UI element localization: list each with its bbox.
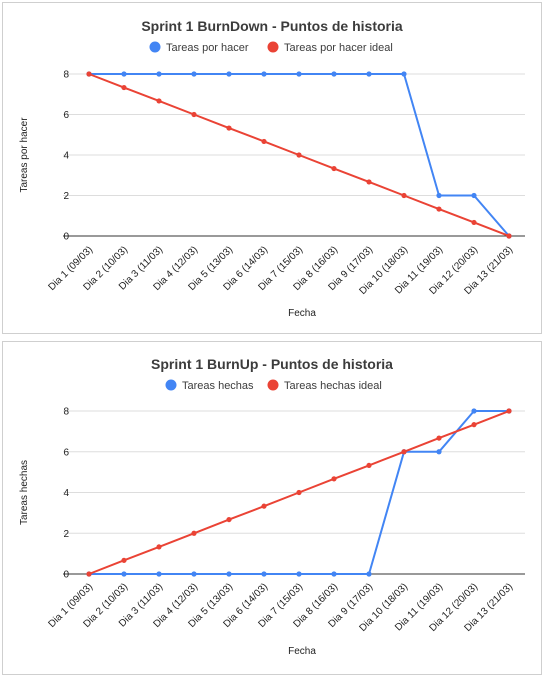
data-point-tareas-hechas-ideal — [506, 408, 512, 414]
data-point-tareas-por-hacer-ideal — [86, 71, 92, 77]
y-tick-label: 4 — [63, 488, 69, 499]
y-tick-label: 2 — [63, 529, 69, 540]
legend-marker — [267, 41, 279, 53]
y-tick-label: 6 — [63, 447, 69, 458]
data-point-tareas-hechas-ideal — [366, 462, 372, 469]
data-point-tareas-por-hacer — [331, 71, 337, 77]
y-tick-label: 8 — [63, 70, 69, 81]
legend-label: Tareas por hacer ideal — [284, 42, 393, 54]
legend-marker — [149, 41, 161, 53]
legend-label: Tareas hechas ideal — [284, 380, 382, 392]
data-point-tareas-por-hacer — [296, 71, 302, 77]
data-point-tareas-por-hacer — [471, 192, 477, 199]
data-point-tareas-por-hacer — [156, 71, 162, 77]
legend-marker — [267, 379, 279, 391]
y-axis-title: Tareas por hacer — [19, 117, 30, 193]
data-point-tareas-hechas — [366, 571, 372, 577]
data-point-tareas-por-hacer-ideal — [401, 192, 407, 199]
data-point-tareas-hechas — [261, 571, 267, 577]
y-tick-label: 8 — [63, 407, 69, 418]
data-point-tareas-hechas — [121, 571, 127, 577]
data-point-tareas-por-hacer-ideal — [156, 98, 162, 104]
data-point-tareas-por-hacer-ideal — [331, 165, 337, 172]
data-point-tareas-por-hacer-ideal — [121, 84, 127, 91]
data-point-tareas-por-hacer — [226, 71, 232, 77]
data-point-tareas-por-hacer-ideal — [506, 233, 512, 239]
data-point-tareas-hechas-ideal — [471, 422, 477, 428]
data-point-tareas-por-hacer — [401, 71, 407, 77]
data-point-tareas-hechas-ideal — [121, 557, 127, 563]
y-tick-label: 2 — [63, 191, 69, 202]
data-point-tareas-por-hacer-ideal — [191, 111, 197, 118]
data-point-tareas-hechas-ideal — [156, 544, 162, 550]
legend-tareas-por-hacer: Tareas por hacer — [149, 41, 249, 54]
burnup-chart-panel: Sprint 1 BurnUp - Puntos de historia Tare… — [2, 341, 542, 675]
data-point-tareas-hechas-ideal — [261, 503, 267, 509]
legend-marker — [165, 379, 177, 391]
burndown-chart-panel: Sprint 1 BurnDown - Puntos de historia Ta… — [2, 2, 542, 334]
data-point-tareas-hechas-ideal — [296, 489, 302, 496]
data-point-tareas-por-hacer — [436, 192, 442, 199]
data-point-tareas-hechas-ideal — [436, 435, 442, 441]
y-tick-label: 6 — [63, 110, 69, 121]
burndown-chart: Sprint 1 BurnDown - Puntos de historia Ta… — [19, 18, 525, 319]
data-point-tareas-hechas — [296, 571, 302, 577]
data-point-tareas-por-hacer-ideal — [226, 125, 232, 131]
data-point-tareas-hechas-ideal — [191, 530, 197, 536]
data-point-tareas-por-hacer — [121, 71, 127, 77]
legend-tareas-por-hacer-ideal: Tareas por hacer ideal — [267, 41, 393, 54]
legend-label: Tareas por hacer — [166, 42, 249, 54]
data-point-tareas-por-hacer — [261, 71, 267, 77]
y-tick-label: 4 — [63, 151, 69, 162]
data-point-tareas-hechas — [226, 571, 232, 577]
chart-title: Sprint 1 BurnDown - Puntos de historia — [141, 18, 403, 34]
data-point-tareas-hechas — [436, 449, 442, 455]
data-point-tareas-hechas-ideal — [331, 476, 337, 482]
data-point-tareas-hechas — [331, 571, 337, 577]
legend-label: Tareas hechas — [182, 380, 254, 392]
x-axis-title: Fecha — [288, 308, 316, 319]
x-axis-title: Fecha — [288, 646, 316, 657]
data-point-tareas-hechas-ideal — [401, 449, 407, 455]
data-point-tareas-por-hacer — [366, 71, 372, 77]
y-tick-label: 0 — [63, 232, 69, 243]
data-point-tareas-hechas — [471, 408, 477, 414]
data-point-tareas-hechas-ideal — [86, 571, 92, 577]
chart-title: Sprint 1 BurnUp - Puntos de historia — [151, 356, 393, 372]
legend-tareas-hechas-ideal: Tareas hechas ideal — [267, 379, 382, 392]
data-point-tareas-por-hacer-ideal — [471, 219, 477, 226]
data-point-tareas-por-hacer-ideal — [261, 138, 267, 145]
data-point-tareas-por-hacer-ideal — [296, 152, 302, 158]
data-point-tareas-hechas-ideal — [226, 516, 232, 523]
data-point-tareas-por-hacer-ideal — [366, 179, 372, 185]
data-point-tareas-hechas — [156, 571, 162, 577]
burnup-chart: Sprint 1 BurnUp - Puntos de historia Tare… — [19, 356, 525, 657]
y-axis-title: Tareas hechas — [19, 460, 30, 525]
data-point-tareas-hechas — [191, 571, 197, 577]
data-point-tareas-por-hacer-ideal — [436, 206, 442, 212]
y-tick-label: 0 — [63, 570, 69, 581]
data-point-tareas-por-hacer — [191, 71, 197, 77]
legend-tareas-hechas: Tareas hechas — [165, 379, 254, 392]
